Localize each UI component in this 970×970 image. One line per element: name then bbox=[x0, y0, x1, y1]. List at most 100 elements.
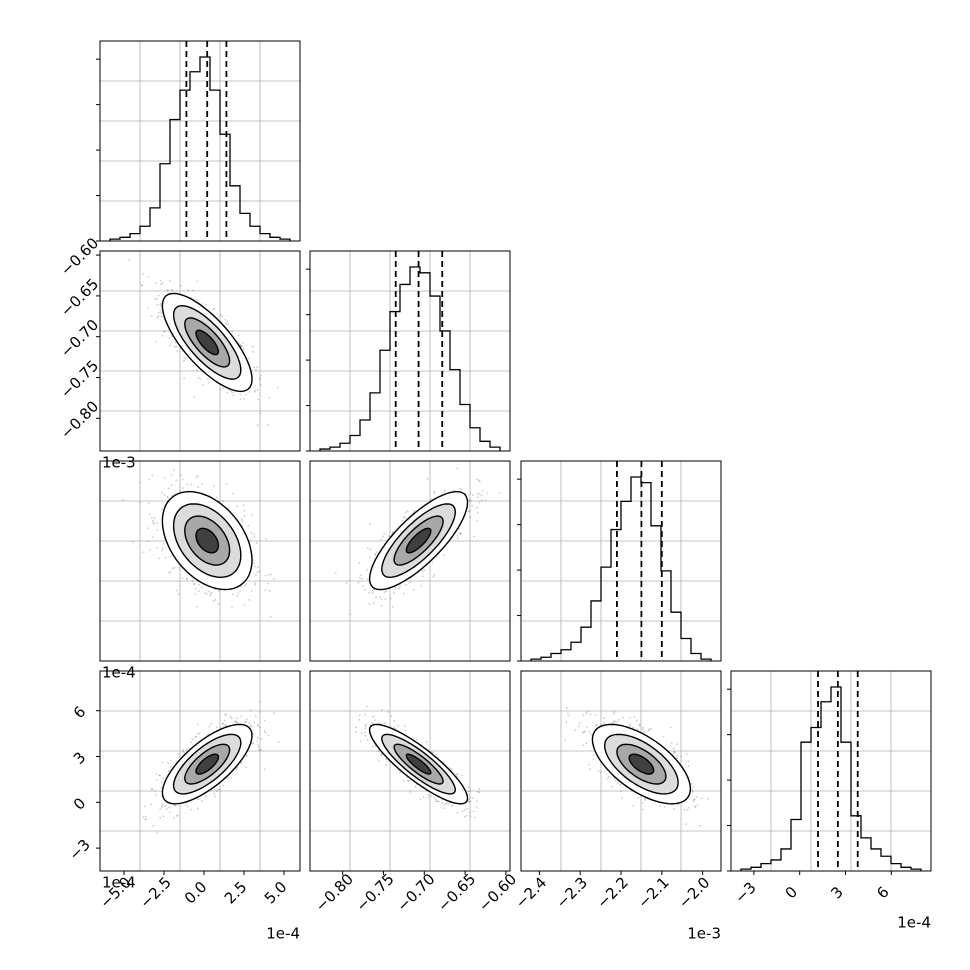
scatter-point bbox=[380, 538, 383, 541]
scatter-point bbox=[151, 536, 154, 539]
scatter-point bbox=[209, 593, 212, 595]
scatter-point bbox=[196, 605, 198, 608]
scatter-point bbox=[478, 493, 481, 496]
scatter-frame-1-3 bbox=[309, 670, 511, 872]
scatter-point bbox=[371, 592, 374, 594]
scatter-point bbox=[184, 358, 187, 360]
scatter-point bbox=[399, 584, 401, 587]
scatter-point bbox=[427, 796, 430, 799]
histogram-frame-3 bbox=[730, 670, 932, 872]
scatter-point bbox=[364, 731, 366, 734]
scatter-point bbox=[258, 749, 260, 751]
scatter-point bbox=[164, 804, 167, 807]
scatter-point bbox=[253, 536, 256, 539]
scatter-point bbox=[259, 700, 261, 703]
scatter-frame-0-3 bbox=[99, 670, 301, 872]
scatter-point bbox=[459, 532, 462, 535]
scatter-point bbox=[252, 559, 255, 561]
scatter-point bbox=[181, 478, 184, 481]
scatter-point bbox=[385, 590, 388, 593]
scatter-point bbox=[225, 482, 228, 485]
scatter-point bbox=[251, 742, 254, 745]
scatter-point bbox=[229, 715, 232, 718]
scatter-point bbox=[463, 815, 466, 818]
scatter-point bbox=[404, 729, 407, 732]
scatter-point bbox=[399, 771, 401, 773]
scatter-point bbox=[435, 800, 437, 803]
scatter-point bbox=[237, 334, 240, 337]
scatter-point bbox=[122, 499, 124, 502]
scatter-point bbox=[358, 718, 361, 721]
scatter-point bbox=[156, 316, 159, 319]
scatter-point bbox=[142, 816, 145, 818]
scatter-point bbox=[179, 489, 181, 492]
scatter-point bbox=[169, 344, 171, 347]
scatter-point bbox=[227, 777, 230, 779]
scatter-point bbox=[255, 368, 257, 371]
scatter-point bbox=[161, 547, 164, 550]
scatter-point bbox=[409, 791, 412, 793]
scatter-point bbox=[478, 501, 481, 504]
scatter-point bbox=[377, 750, 380, 753]
scatter-point bbox=[672, 747, 675, 750]
scatter-point bbox=[398, 586, 401, 588]
scatter-point bbox=[190, 808, 193, 811]
scatter-point bbox=[254, 582, 257, 584]
scatter-point bbox=[415, 739, 418, 741]
scatter-point bbox=[243, 397, 245, 400]
scatter-point bbox=[473, 816, 476, 819]
histogram-step-2 bbox=[530, 476, 712, 661]
scatter-point bbox=[128, 258, 131, 261]
scatter-point bbox=[224, 319, 227, 321]
scatter-point bbox=[458, 487, 461, 490]
scatter-point bbox=[638, 723, 641, 726]
scatter-point bbox=[465, 814, 468, 817]
scatter-point bbox=[192, 364, 195, 367]
scatter-point bbox=[214, 795, 217, 798]
scatter-point bbox=[200, 799, 203, 802]
scatter-point bbox=[213, 307, 216, 310]
scatter-point bbox=[160, 786, 163, 789]
scatter-point bbox=[397, 724, 399, 727]
scatter-point bbox=[393, 719, 396, 722]
scatter-point bbox=[183, 752, 186, 754]
scatter-point bbox=[433, 490, 436, 493]
scatter-point bbox=[155, 341, 158, 343]
scatter-point bbox=[196, 369, 198, 371]
scatter-point bbox=[260, 738, 263, 740]
scatter-point bbox=[245, 755, 248, 758]
scatter-point bbox=[401, 520, 404, 522]
scatter-point bbox=[253, 366, 255, 369]
scatter-point bbox=[361, 578, 363, 580]
scatter-point bbox=[161, 549, 163, 552]
histogram-frame-2 bbox=[520, 460, 722, 662]
scatter-point bbox=[431, 561, 434, 563]
scatter-point bbox=[267, 734, 270, 737]
scatter-point bbox=[259, 378, 261, 381]
scatter-point bbox=[163, 330, 166, 333]
scatter-point bbox=[383, 591, 386, 594]
scatter-point bbox=[168, 806, 171, 809]
scatter-point bbox=[192, 289, 195, 292]
scatter-point bbox=[182, 749, 185, 751]
scatter-point bbox=[215, 790, 218, 793]
scatter-point bbox=[387, 760, 390, 762]
scatter-point bbox=[245, 393, 247, 396]
scatter-point bbox=[150, 788, 153, 791]
scatter-point bbox=[158, 774, 161, 777]
scatter-point bbox=[259, 748, 262, 751]
scatter-point bbox=[158, 557, 161, 560]
scatter-point bbox=[234, 720, 237, 723]
scatter-point bbox=[169, 570, 172, 573]
scatter-point bbox=[659, 805, 662, 807]
scatter-point bbox=[230, 776, 233, 779]
scatter-point bbox=[167, 288, 170, 291]
scatter-point bbox=[193, 582, 196, 585]
scatter-point bbox=[160, 805, 163, 807]
scatter-point bbox=[244, 721, 247, 724]
scatter-point bbox=[255, 542, 258, 545]
scatter-point bbox=[156, 832, 158, 834]
scatter-point bbox=[345, 582, 348, 584]
scatter-point bbox=[156, 298, 158, 300]
scatter-point bbox=[476, 790, 479, 793]
